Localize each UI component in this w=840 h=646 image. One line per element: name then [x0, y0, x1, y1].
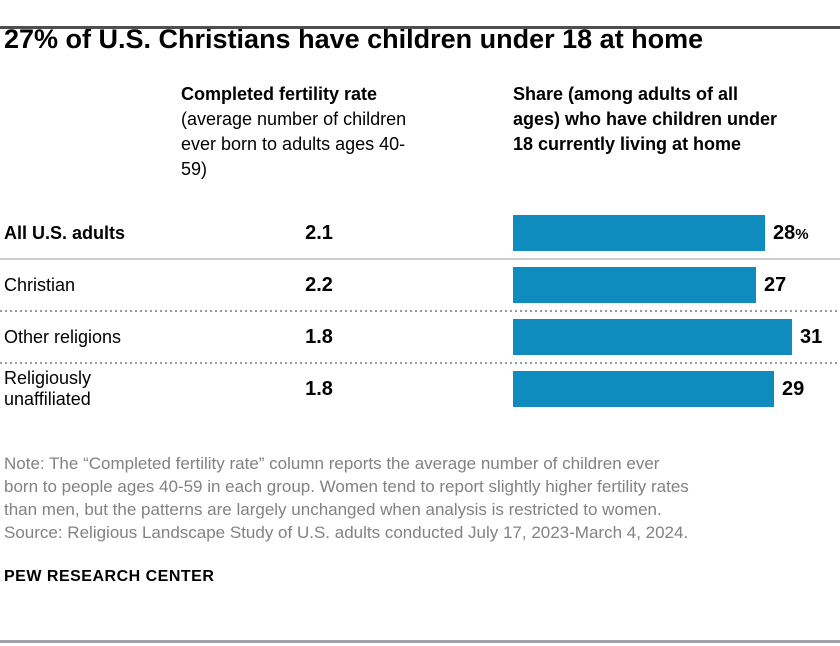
table-row: Christian 2.2 27	[4, 260, 836, 310]
row-separator-dotted	[0, 310, 840, 312]
percent-sign: %	[795, 225, 809, 243]
note-block: Note: The “Completed fertility rate” col…	[4, 452, 836, 544]
column-header-fertility: Completed fertility rate (average number…	[181, 82, 416, 182]
note-line: born to people ages 40-59 in each group.…	[4, 477, 689, 496]
share-value: 29	[782, 377, 805, 400]
chart-rows: All U.S. adults 2.1 28% Christian 2.2 27…	[0, 208, 840, 414]
share-value-number: 28	[773, 221, 796, 244]
row-separator-dotted	[0, 362, 840, 364]
top-rule	[0, 26, 840, 29]
fertility-value: 1.8	[305, 377, 333, 400]
share-bar	[513, 371, 774, 407]
chart-container: 27% of U.S. Christians have children und…	[0, 24, 840, 586]
table-row: All U.S. adults 2.1 28%	[4, 208, 836, 258]
bottom-rule	[0, 640, 840, 643]
header-spacer	[4, 82, 181, 182]
row-label: Other religions	[4, 326, 122, 347]
bar-cell: 27	[513, 267, 836, 303]
fertility-subheading-text: (average number of children ever born to…	[181, 109, 407, 179]
row-label: Religiously unaffiliated	[4, 368, 92, 409]
share-value: 27	[764, 273, 787, 296]
bar-cell: 31	[513, 319, 836, 355]
fertility-value: 2.1	[305, 221, 333, 244]
bar-cell: 29	[513, 371, 836, 407]
share-value: 28%	[773, 222, 809, 245]
share-bar	[513, 319, 792, 355]
bar-cell: 28%	[513, 215, 836, 251]
row-separator-solid	[0, 258, 840, 260]
row-label: Christian	[4, 274, 76, 295]
share-bar	[513, 215, 765, 251]
header-spacer	[457, 82, 513, 182]
chart-title: 27% of U.S. Christians have children und…	[4, 24, 704, 54]
fertility-value: 2.2	[305, 273, 333, 296]
table-row: Other religions 1.8 31	[4, 312, 836, 362]
note-line: Note: The “Completed fertility rate” col…	[4, 454, 660, 473]
row-label: All U.S. adults	[4, 222, 126, 243]
source-line: Source: Religious Landscape Study of U.S…	[4, 523, 689, 542]
footer-wordmark: PEW RESEARCH CENTER	[4, 568, 215, 585]
column-header-share: Share (among adults of all ages) who hav…	[513, 84, 778, 154]
share-value: 31	[800, 325, 823, 348]
column-headers: Completed fertility rate (average number…	[4, 82, 836, 182]
share-bar	[513, 267, 756, 303]
table-row: Religiously unaffiliated 1.8 29	[4, 364, 836, 414]
fertility-heading-text: Completed fertility rate	[181, 84, 378, 104]
fertility-value: 1.8	[305, 325, 333, 348]
note-line: than men, but the patterns are largely u…	[4, 500, 662, 519]
